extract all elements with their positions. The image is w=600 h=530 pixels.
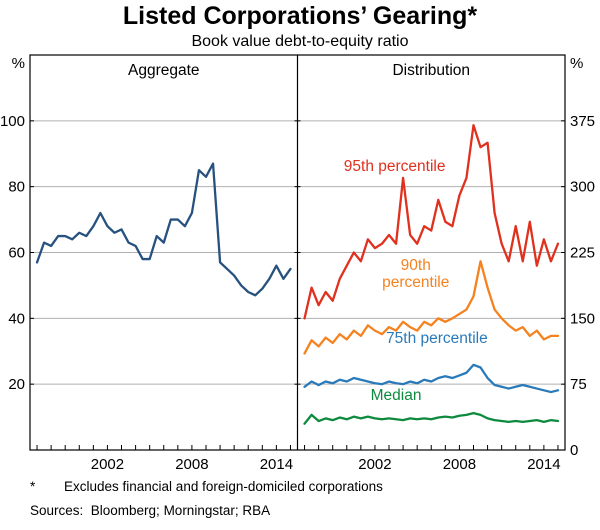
- svg-text:300: 300: [570, 179, 595, 196]
- svg-text:75th percentile: 75th percentile: [386, 330, 488, 347]
- svg-text:2008: 2008: [175, 456, 208, 473]
- svg-text:%: %: [12, 55, 25, 72]
- svg-text:Aggregate: Aggregate: [128, 62, 200, 79]
- footnote-text: Excludes financial and foreign-domiciled…: [64, 479, 383, 494]
- chart-title: Listed Corporations’ Gearing*: [122, 2, 478, 30]
- footnote-marker: *: [30, 479, 36, 494]
- svg-text:40: 40: [8, 310, 25, 327]
- svg-text:Distribution: Distribution: [392, 62, 470, 79]
- chart-subtitle: Book value debt-to-equity ratio: [191, 33, 409, 50]
- svg-text:2014: 2014: [527, 456, 560, 473]
- svg-text:80: 80: [8, 179, 25, 196]
- svg-text:2002: 2002: [358, 456, 391, 473]
- svg-text:Median: Median: [371, 387, 422, 404]
- svg-text:95th percentile: 95th percentile: [344, 158, 446, 175]
- svg-text:percentile: percentile: [382, 274, 449, 291]
- sources-line: Sources: Bloomberg; Morningstar; RBA: [30, 503, 271, 518]
- svg-text:2014: 2014: [260, 456, 293, 473]
- svg-text:2002: 2002: [91, 456, 124, 473]
- svg-text:20: 20: [8, 376, 25, 393]
- svg-text:0: 0: [570, 442, 578, 459]
- svg-text:225: 225: [570, 245, 595, 262]
- svg-text:60: 60: [8, 245, 25, 262]
- footnote: * Excludes financial and foreign-domicil…: [0, 479, 600, 497]
- svg-text:%: %: [570, 55, 583, 72]
- svg-text:100: 100: [0, 113, 25, 130]
- svg-text:75: 75: [570, 376, 587, 393]
- svg-text:375: 375: [570, 113, 595, 130]
- svg-text:150: 150: [570, 310, 595, 327]
- svg-text:90th: 90th: [401, 257, 431, 274]
- svg-text:2008: 2008: [443, 456, 476, 473]
